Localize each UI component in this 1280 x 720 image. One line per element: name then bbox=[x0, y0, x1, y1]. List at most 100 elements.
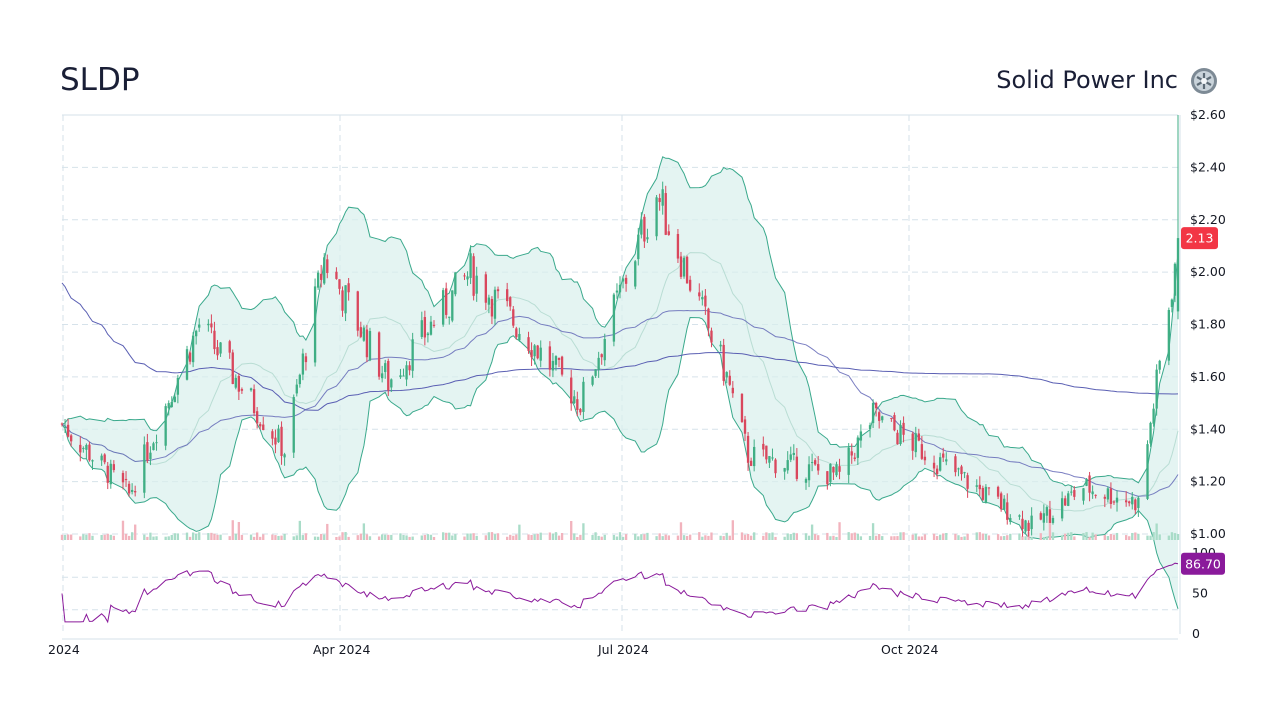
candle-body bbox=[536, 345, 539, 359]
candle-body bbox=[932, 462, 936, 469]
volume-bar bbox=[667, 535, 670, 540]
candle-body bbox=[1176, 238, 1180, 312]
volume-bar bbox=[917, 536, 920, 540]
candle-body bbox=[557, 357, 561, 360]
candle-body bbox=[420, 320, 423, 337]
volume-bar bbox=[603, 534, 606, 540]
candle-body bbox=[399, 375, 402, 378]
volume-bar bbox=[621, 536, 625, 540]
candle-body bbox=[316, 272, 320, 288]
rsi-panel bbox=[61, 562, 1179, 624]
candle-body bbox=[996, 486, 1000, 497]
volume-bar bbox=[591, 535, 594, 540]
candle-body bbox=[368, 331, 372, 361]
candle-body bbox=[963, 472, 966, 474]
volume-bar bbox=[362, 523, 366, 540]
candle-body bbox=[618, 284, 622, 293]
candle-body bbox=[707, 308, 710, 329]
candle-body bbox=[749, 460, 753, 466]
candle-body bbox=[1082, 488, 1085, 501]
volume-bar bbox=[615, 536, 619, 540]
volume-bar bbox=[740, 532, 744, 540]
candle-body bbox=[240, 389, 244, 391]
candle-body bbox=[804, 479, 808, 483]
candle-body bbox=[938, 457, 942, 471]
volume-bar bbox=[301, 535, 305, 540]
candle-body bbox=[688, 279, 692, 291]
volume-bar bbox=[682, 535, 686, 540]
volume-bar bbox=[698, 532, 701, 540]
candle-body bbox=[127, 483, 131, 494]
candle-body bbox=[326, 259, 329, 274]
candle-body bbox=[103, 454, 106, 463]
volume-bar bbox=[859, 536, 863, 540]
candle-body bbox=[942, 453, 945, 458]
volume-bar bbox=[1124, 535, 1128, 540]
candle-body bbox=[954, 456, 957, 473]
volume-bar bbox=[707, 535, 710, 540]
candle-body bbox=[1006, 502, 1009, 520]
candle-body bbox=[344, 285, 347, 314]
volume-bar bbox=[710, 532, 713, 540]
volume-bar bbox=[731, 520, 734, 540]
candle-body bbox=[597, 357, 600, 370]
candle-body bbox=[570, 377, 573, 404]
volume-bar bbox=[493, 534, 497, 540]
volume-bar bbox=[597, 535, 600, 540]
candle-body bbox=[185, 349, 189, 380]
candle-body bbox=[496, 289, 500, 292]
candle-body bbox=[359, 327, 362, 337]
volume-bar bbox=[63, 534, 67, 540]
volume-bar bbox=[911, 534, 914, 540]
candle-body bbox=[237, 376, 241, 392]
volume-bar bbox=[356, 535, 359, 540]
volume-bar bbox=[228, 536, 231, 540]
volume-bar bbox=[426, 534, 430, 540]
candle-body bbox=[259, 424, 262, 427]
volume-bar bbox=[249, 534, 253, 540]
volume-bar bbox=[893, 536, 896, 540]
candle-body bbox=[445, 288, 448, 315]
candle-body bbox=[698, 292, 701, 297]
volume-bar bbox=[445, 532, 448, 540]
candle-body bbox=[813, 460, 817, 465]
volume-bar bbox=[469, 533, 472, 540]
candle-body bbox=[472, 256, 475, 296]
candle-body bbox=[838, 466, 841, 472]
volume-bar bbox=[298, 520, 302, 540]
moving-average-200 bbox=[61, 282, 1179, 411]
volume-bar bbox=[347, 536, 350, 540]
candle-body bbox=[130, 489, 134, 492]
candle-body bbox=[323, 257, 326, 284]
volume-bar bbox=[380, 534, 384, 540]
candle-body bbox=[1027, 522, 1030, 532]
candle-body bbox=[1045, 507, 1049, 516]
candle-body bbox=[920, 444, 924, 459]
candle-body bbox=[1167, 309, 1171, 361]
volume-bar bbox=[868, 536, 872, 540]
candle-body bbox=[579, 409, 582, 413]
candle-body bbox=[832, 466, 835, 473]
candle-body bbox=[999, 493, 1003, 510]
volume-bar bbox=[1070, 532, 1073, 540]
volume-bar bbox=[1155, 523, 1158, 540]
volume-bar bbox=[807, 535, 811, 540]
volume-bar bbox=[701, 536, 704, 540]
volume-bar bbox=[618, 532, 622, 540]
candle-body bbox=[810, 462, 814, 464]
volume-bar bbox=[106, 533, 109, 540]
candle-body bbox=[173, 396, 176, 403]
volume-bar bbox=[341, 532, 344, 540]
candle-body bbox=[106, 465, 109, 483]
volume-bar bbox=[786, 533, 789, 540]
volume-bar bbox=[1158, 534, 1161, 540]
volume-bar bbox=[996, 534, 1000, 540]
volume-bar bbox=[484, 535, 488, 540]
candle-body bbox=[356, 291, 359, 331]
candle-body bbox=[191, 335, 195, 363]
candle-body bbox=[228, 341, 231, 353]
candle-body bbox=[475, 275, 478, 294]
candle-body bbox=[1152, 408, 1155, 424]
candle-body bbox=[682, 257, 686, 277]
